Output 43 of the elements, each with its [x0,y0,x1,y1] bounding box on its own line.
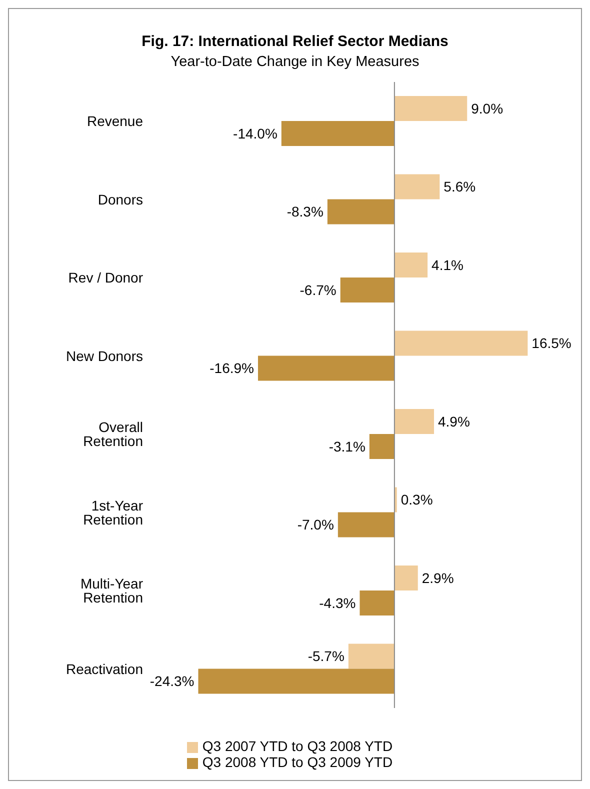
y-tick-label: Donors [98,191,143,208]
data-label: -5.7% [308,648,344,664]
data-label: 2.9% [422,570,454,586]
chart-title: Fig. 17: International Relief Sector Medians [140,33,450,50]
data-label: -16.9% [210,360,254,376]
bar [369,434,394,459]
bar [198,668,394,694]
data-label: 4.1% [432,256,464,273]
bar [340,278,394,302]
bar [338,512,394,538]
bar [281,121,394,146]
data-label: 9.0% [471,100,504,116]
y-tick-label: Reactivation [66,660,143,677]
chart-subtitle: Year-to-Date Change in Key Measures [170,54,420,70]
data-label: 16.5% [532,335,572,352]
bar [394,252,428,278]
y-tick-label: Overall Retention [83,419,143,450]
bar [327,199,394,224]
legend-label: Q3 2008 YTD to Q3 2009 YTD [202,754,393,770]
bar [348,644,394,669]
y-tick-label: New Donors [66,348,143,364]
data-label: -14.0% [233,125,278,142]
bar [360,590,394,616]
bar [394,409,434,434]
data-label: -3.1% [328,438,366,454]
bar [394,330,528,356]
data-label: 5.6% [444,178,476,195]
bar [394,174,440,200]
y-tick-label: Multi-Year Retention [80,576,144,606]
bar [394,96,468,121]
legend-label: Q3 2007 YTD to Q3 2008 YTD [202,738,393,754]
data-label: 0.3% [400,492,433,508]
y-tick-label: Revenue [86,113,144,130]
y-tick-label: 1st-Year Retention [83,497,144,528]
data-label: 4.9% [438,413,470,430]
data-label: -4.3% [319,594,356,611]
data-label: -6.7% [300,282,336,298]
data-label: -8.3% [286,204,324,220]
bar [258,356,394,381]
data-label: -7.0% [297,516,334,533]
data-label: -24.3% [150,673,194,690]
y-tick-label: Rev / Donor [68,270,144,286]
bar [394,566,418,590]
